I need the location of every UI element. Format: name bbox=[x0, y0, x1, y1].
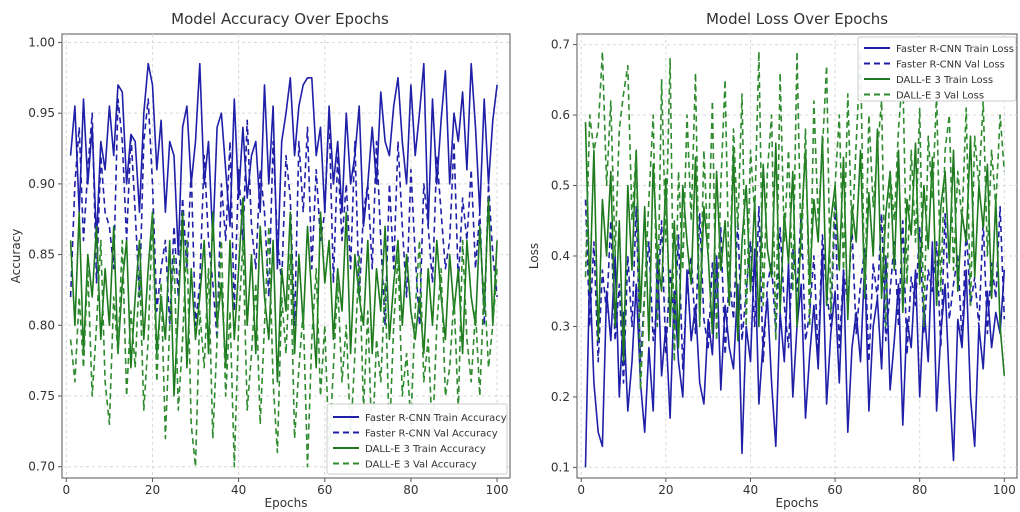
accuracy-series-1-line bbox=[69, 98, 498, 341]
accuracy-y-axis-label: Accuracy bbox=[9, 229, 23, 284]
loss-x-ticks: 0 20 40 60 80 100 bbox=[577, 478, 1016, 497]
loss-legend-box bbox=[857, 36, 1017, 102]
accuracy-x-tick-label: 100 bbox=[486, 483, 509, 497]
loss-y-tick-label: 0.3 bbox=[551, 319, 570, 333]
accuracy-x-tick-label: 0 bbox=[62, 483, 70, 497]
accuracy-series-lines bbox=[69, 62, 498, 468]
accuracy-legend-entry: DALL-E 3 Train Accuracy bbox=[365, 444, 486, 455]
accuracy-legend-box bbox=[326, 403, 508, 475]
loss-series-0-line bbox=[584, 241, 1006, 468]
loss-legend-entry: DALL-E 3 Val Loss bbox=[896, 91, 984, 102]
accuracy-y-tick-label: 0.85 bbox=[28, 248, 55, 262]
loss-x-tick-label: 80 bbox=[912, 483, 927, 497]
loss-x-tick-label: 0 bbox=[577, 483, 585, 497]
loss-x-tick-label: 40 bbox=[743, 483, 758, 497]
loss-y-tick-label: 0.5 bbox=[551, 179, 570, 193]
loss-x-axis-label: Epochs bbox=[776, 496, 819, 510]
accuracy-y-tick-label: 0.75 bbox=[28, 389, 55, 403]
accuracy-chart-title: Model Accuracy Over Epochs bbox=[171, 10, 389, 28]
loss-y-tick-label: 0.7 bbox=[551, 38, 570, 52]
loss-x-tick-label: 60 bbox=[827, 483, 842, 497]
loss-x-tick-label: 20 bbox=[658, 483, 673, 497]
loss-series-2-line bbox=[584, 122, 1006, 376]
accuracy-series-3-line bbox=[69, 211, 498, 468]
accuracy-legend: Faster R-CNN Train Accuracy Faster R-CNN … bbox=[326, 403, 508, 475]
loss-legend-entry: DALL-E 3 Train Loss bbox=[896, 75, 993, 86]
loss-series-3-line bbox=[584, 50, 1006, 391]
loss-series-lines bbox=[584, 50, 1006, 468]
accuracy-x-tick-label: 60 bbox=[317, 483, 332, 497]
accuracy-x-tick-label: 40 bbox=[231, 483, 246, 497]
accuracy-legend-entry: Faster R-CNN Train Accuracy bbox=[365, 413, 507, 424]
accuracy-y-tick-label: 1.00 bbox=[28, 35, 55, 49]
accuracy-x-ticks: 0 20 40 60 80 100 bbox=[62, 478, 509, 497]
accuracy-chart: Model Accuracy Over Epochs 0 20 40 60 80 100 … bbox=[9, 10, 511, 510]
accuracy-y-tick-label: 0.90 bbox=[28, 177, 55, 191]
loss-legend-entry: Faster R-CNN Train Loss bbox=[896, 44, 1014, 55]
loss-x-tick-label: 100 bbox=[993, 483, 1016, 497]
loss-chart-title: Model Loss Over Epochs bbox=[706, 10, 888, 28]
accuracy-series-2-line bbox=[69, 197, 498, 397]
loss-y-tick-label: 0.2 bbox=[551, 390, 570, 404]
loss-legend: Faster R-CNN Train Loss Faster R-CNN Val … bbox=[857, 36, 1017, 102]
accuracy-series-0-line bbox=[69, 62, 498, 270]
accuracy-legend-entry: Faster R-CNN Val Accuracy bbox=[365, 429, 498, 440]
loss-y-axis-label: Loss bbox=[527, 243, 541, 269]
accuracy-x-axis-label: Epochs bbox=[265, 496, 308, 510]
loss-legend-entry: Faster R-CNN Val Loss bbox=[896, 60, 1005, 71]
loss-y-ticks: 0.1 0.2 0.3 0.4 0.5 0.6 0.7 bbox=[551, 38, 577, 474]
accuracy-y-tick-label: 0.80 bbox=[28, 318, 55, 332]
accuracy-legend-entry: DALL-E 3 Val Accuracy bbox=[365, 460, 477, 471]
loss-chart: Model Loss Over Epochs 0 20 40 60 80 100 0.10… bbox=[527, 10, 1018, 510]
accuracy-x-tick-label: 20 bbox=[145, 483, 160, 497]
accuracy-y-tick-label: 0.95 bbox=[28, 106, 55, 120]
accuracy-y-ticks: 0.70 0.75 0.80 0.85 0.90 0.95 1.00 bbox=[28, 35, 62, 474]
accuracy-y-tick-label: 0.70 bbox=[28, 460, 55, 474]
loss-y-tick-label: 0.6 bbox=[551, 108, 570, 122]
loss-y-tick-label: 0.1 bbox=[551, 460, 570, 474]
accuracy-x-tick-label: 80 bbox=[403, 483, 418, 497]
loss-y-tick-label: 0.4 bbox=[551, 249, 570, 263]
